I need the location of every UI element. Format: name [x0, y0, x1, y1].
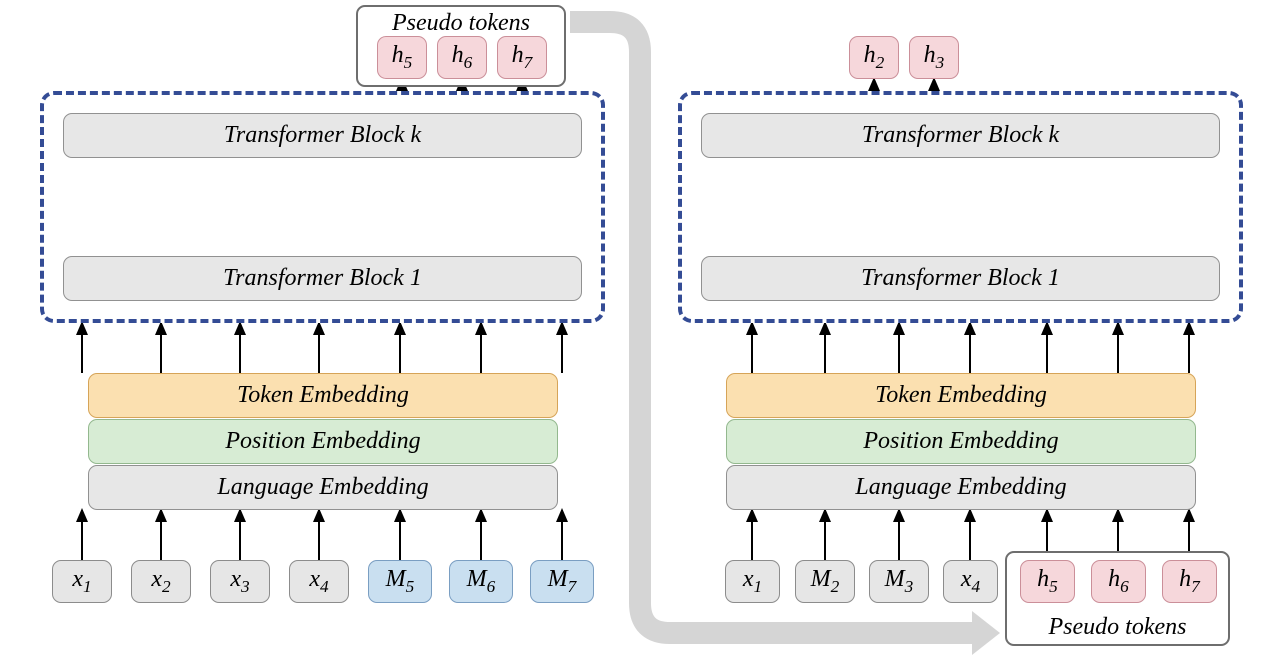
- left-token-x2: x2: [131, 560, 191, 603]
- left-position-embedding: Position Embedding: [88, 419, 558, 464]
- left-token-x1: x1: [52, 560, 112, 603]
- left-language-embedding: Language Embedding: [88, 465, 558, 510]
- left-token-embedding: Token Embedding: [88, 373, 558, 418]
- diagram-canvas: { "labels": { "pseudo_tokens": "Pseudo t…: [0, 0, 1275, 671]
- right-output-h2: h2: [849, 36, 899, 79]
- right-token-embedding: Token Embedding: [726, 373, 1196, 418]
- right-token-h7: h7: [1162, 560, 1217, 603]
- left-output-h5: h5: [377, 36, 427, 79]
- right-pseudo-label-text: Pseudo tokens: [1049, 614, 1187, 641]
- right-token-h6: h6: [1091, 560, 1146, 603]
- left-transformer-1: Transformer Block 1: [63, 256, 582, 301]
- left-output-h6: h6: [437, 36, 487, 79]
- left-token-x3: x3: [210, 560, 270, 603]
- right-transformer-1: Transformer Block 1: [701, 256, 1220, 301]
- right-output-h3: h3: [909, 36, 959, 79]
- left-token-M5: M5: [368, 560, 432, 603]
- left-output-h7: h7: [497, 36, 547, 79]
- right-position-embedding: Position Embedding: [726, 419, 1196, 464]
- right-transformer-k: Transformer Block k: [701, 113, 1220, 158]
- left-token-x4: x4: [289, 560, 349, 603]
- right-token-x1: x1: [725, 560, 780, 603]
- right-token-M3: M3: [869, 560, 929, 603]
- right-token-M2: M2: [795, 560, 855, 603]
- left-token-M7: M7: [530, 560, 594, 603]
- right-language-embedding: Language Embedding: [726, 465, 1196, 510]
- right-token-x4: x4: [943, 560, 998, 603]
- left-pseudo-label-text: Pseudo tokens: [392, 10, 530, 37]
- left-transformer-k: Transformer Block k: [63, 113, 582, 158]
- left-token-M6: M6: [449, 560, 513, 603]
- right-token-h5: h5: [1020, 560, 1075, 603]
